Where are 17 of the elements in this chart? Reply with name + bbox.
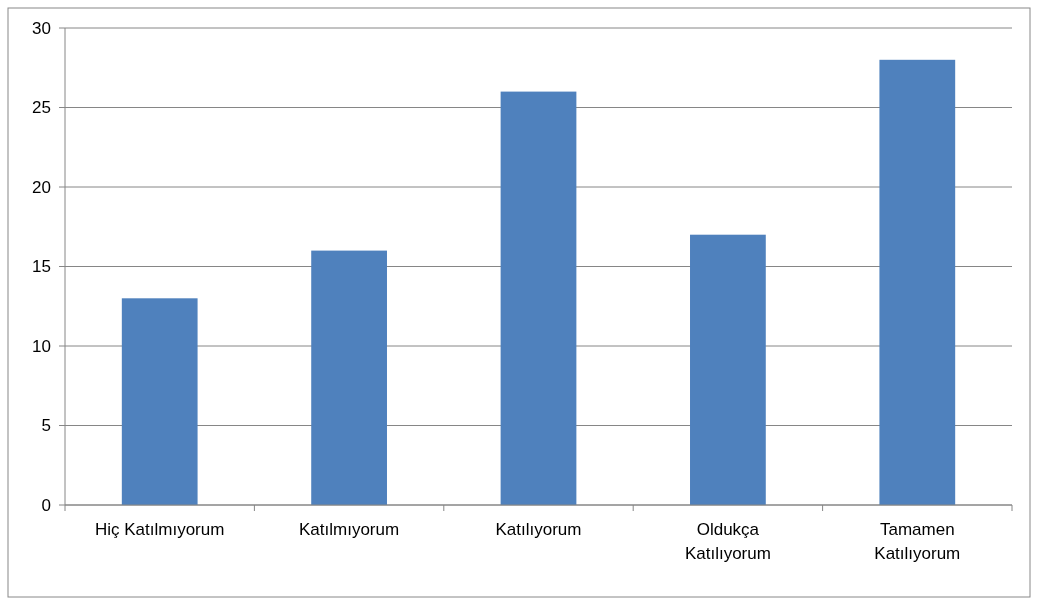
bar (311, 250, 387, 505)
bar (879, 59, 956, 505)
x-tick-label: Hiç Katılmıyorum (94, 520, 225, 539)
x-tick-label: Tamamen Katılıyorum (874, 520, 961, 563)
bar (121, 298, 198, 505)
y-tick-label: 0 (41, 495, 51, 515)
y-tick-label: 25 (32, 98, 51, 118)
y-tick-label: 5 (41, 416, 51, 436)
y-tick-label: 10 (32, 336, 51, 356)
y-tick-label: 20 (32, 177, 51, 197)
bar (690, 234, 766, 505)
y-tick-label: 30 (32, 18, 51, 38)
x-tick-label: Katılmıyorum (299, 520, 400, 539)
bar (500, 91, 577, 505)
y-tick-label: 15 (32, 257, 51, 277)
x-tick-label: Katılıyorum (495, 520, 582, 539)
x-tick-label: Oldukça Katılıyorum (684, 520, 771, 563)
